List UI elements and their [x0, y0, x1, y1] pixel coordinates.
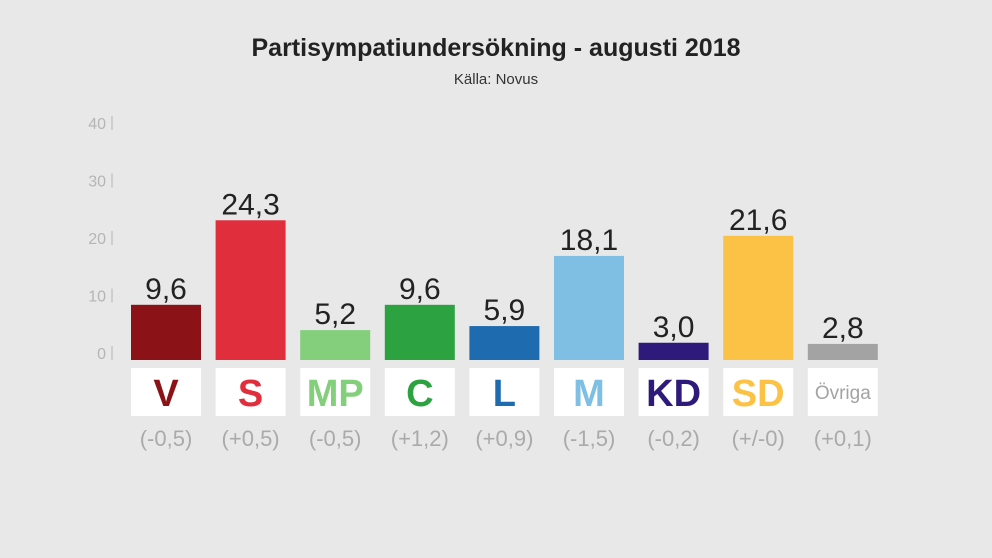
category-box: [300, 368, 371, 416]
y-tick-label: 0: [97, 346, 106, 363]
change-label: (-0,2): [647, 426, 700, 451]
category-label: KD: [646, 373, 701, 415]
value-label: 5,2: [314, 298, 356, 331]
y-tick-label: 30: [88, 174, 106, 191]
value-label: 9,6: [145, 273, 187, 306]
category-label: Övriga: [815, 383, 871, 404]
bar-s: [215, 220, 286, 360]
category-box: [469, 368, 540, 416]
category-box: [131, 368, 201, 416]
category-box: [638, 368, 709, 416]
value-label: 2,8: [822, 312, 864, 345]
bar-l: [469, 326, 540, 360]
change-label: (-1,5): [563, 426, 616, 451]
category-label: SD: [732, 373, 785, 415]
y-tick-label: 20: [88, 231, 106, 248]
category-label: MP: [307, 373, 364, 415]
category-label: V: [153, 373, 179, 415]
category-box: [215, 368, 286, 416]
change-label: (+0,5): [222, 426, 280, 451]
category-box: [384, 368, 455, 416]
value-label: 5,9: [484, 294, 526, 327]
bar-v: [131, 304, 201, 360]
value-label: 24,3: [221, 188, 279, 221]
category-label: M: [573, 373, 605, 415]
value-label: 18,1: [560, 224, 618, 257]
y-tick-label: 40: [88, 116, 106, 133]
bar-övriga: [807, 343, 878, 360]
y-tick-label: 10: [88, 289, 106, 306]
bar-m: [554, 255, 624, 360]
chart-subtitle: Källa: Novus: [453, 71, 539, 88]
bar-sd: [723, 235, 794, 360]
bar-mp: [300, 330, 371, 360]
category-label: S: [238, 373, 263, 415]
bar-kd: [638, 342, 709, 360]
value-label: 9,6: [399, 273, 441, 306]
category-box: [723, 368, 794, 416]
change-label: (+1,2): [391, 426, 449, 451]
category-label: C: [406, 373, 433, 415]
change-label: (+/-0): [732, 426, 785, 451]
chart-title: Partisympatiundersökning - augusti 2018: [251, 34, 741, 62]
change-label: (+0,1): [814, 426, 872, 451]
change-label: (-0,5): [140, 426, 193, 451]
category-box: [807, 368, 878, 416]
category-label: L: [493, 373, 516, 415]
value-label: 3,0: [653, 311, 695, 344]
change-label: (-0,5): [309, 426, 362, 451]
value-label: 21,6: [729, 204, 787, 237]
bar-c: [384, 304, 455, 360]
change-label: (+0,9): [475, 426, 533, 451]
category-box: [554, 368, 624, 416]
